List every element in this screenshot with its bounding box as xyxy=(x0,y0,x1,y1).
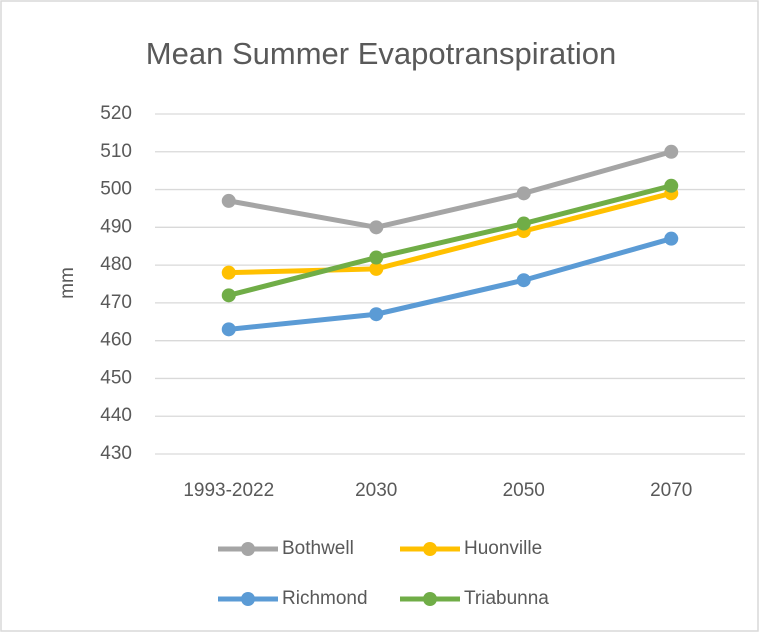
x-tick-label: 1993-2022 xyxy=(183,480,274,501)
y-tick-label: 520 xyxy=(100,103,132,124)
legend-marker xyxy=(423,592,437,606)
data-point xyxy=(516,186,531,201)
x-tick-label: 2070 xyxy=(650,480,692,501)
y-tick-label: 500 xyxy=(100,179,132,200)
legend-marker xyxy=(423,542,437,556)
data-point xyxy=(516,216,531,231)
legend-label: Richmond xyxy=(282,588,368,609)
data-point xyxy=(369,220,384,235)
data-point xyxy=(369,261,384,276)
data-point xyxy=(369,307,384,322)
legend-label: Huonville xyxy=(464,538,542,559)
data-point xyxy=(664,178,679,193)
x-tick-label: 2030 xyxy=(355,480,397,501)
y-tick-label: 430 xyxy=(100,443,132,464)
x-tick-label: 2050 xyxy=(503,480,545,501)
y-tick-label: 450 xyxy=(100,367,132,388)
chart-title: Mean Summer Evapotranspiration xyxy=(146,36,616,71)
data-point xyxy=(664,231,679,246)
series-line xyxy=(228,183,672,298)
y-tick-label: 460 xyxy=(100,330,132,351)
data-point xyxy=(221,288,236,303)
series-line xyxy=(228,149,672,230)
y-tick-label: 480 xyxy=(100,254,132,275)
data-point xyxy=(369,250,384,265)
data-point xyxy=(664,144,679,159)
y-tick-label: 490 xyxy=(100,216,132,237)
data-point xyxy=(221,265,236,280)
legend-label: Bothwell xyxy=(282,538,354,559)
data-point xyxy=(221,193,236,208)
series-line xyxy=(228,190,672,276)
data-point xyxy=(516,273,531,288)
legend-marker xyxy=(241,592,255,606)
y-tick-label: 470 xyxy=(100,292,132,313)
data-point xyxy=(221,322,236,337)
y-tick-label: 440 xyxy=(100,405,132,426)
legend-label: Triabunna xyxy=(464,588,549,609)
y-axis-label: mm xyxy=(57,267,78,299)
legend-marker xyxy=(241,542,255,556)
series-line xyxy=(228,236,672,332)
y-tick-label: 510 xyxy=(100,141,132,162)
